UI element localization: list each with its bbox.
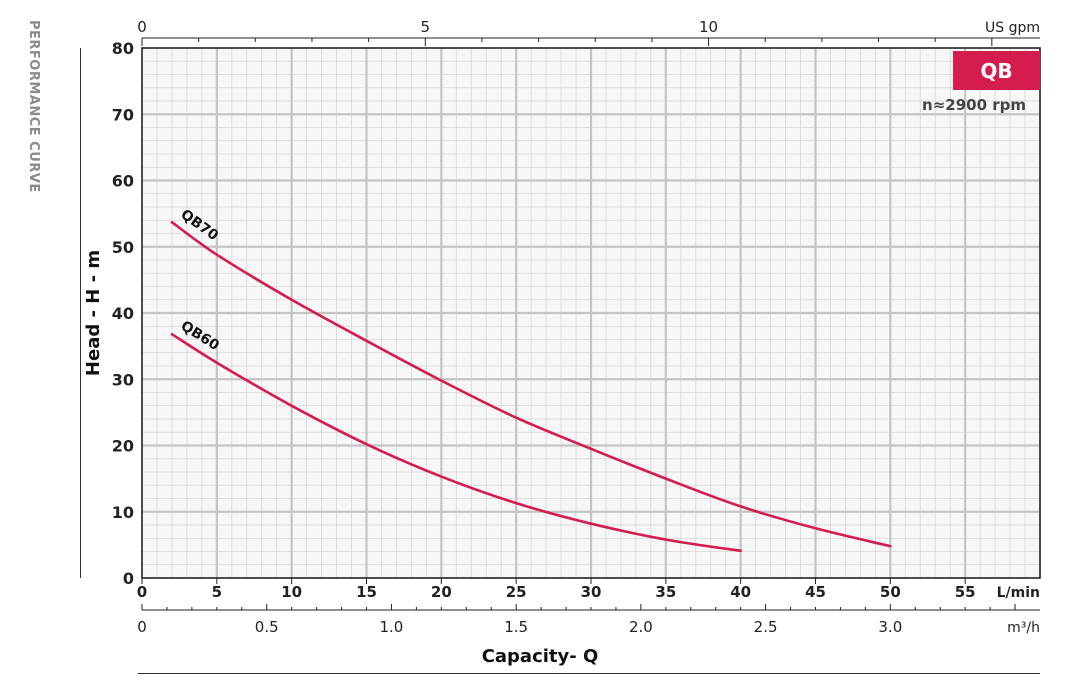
x-tick-label-lmin: 0 bbox=[137, 583, 147, 601]
y-tick-label: 30 bbox=[112, 370, 134, 389]
x-tick-label-lmin: 5 bbox=[212, 583, 222, 601]
y-tick-label: 60 bbox=[112, 172, 134, 191]
x-tick-label-lmin: 40 bbox=[730, 583, 751, 601]
y-tick-label: 80 bbox=[112, 39, 134, 58]
model-badge: QB bbox=[953, 51, 1040, 90]
y-tick-label: 40 bbox=[112, 304, 134, 323]
x-tick-label-m3h: 0.5 bbox=[255, 618, 279, 636]
y-tick-label: 70 bbox=[112, 105, 134, 124]
x-tick-label-lmin: 55 bbox=[955, 583, 976, 601]
x-tick-label-lmin: 45 bbox=[805, 583, 826, 601]
x-unit-m3h: m³/h bbox=[1007, 620, 1040, 636]
x-tick-label-m3h: 3.0 bbox=[878, 618, 902, 636]
x-tick-label-gpm: 5 bbox=[421, 18, 431, 36]
bottom-rule bbox=[138, 673, 1040, 674]
x-tick-label-gpm: 10 bbox=[699, 18, 718, 36]
badge-text: QB bbox=[980, 58, 1013, 83]
speed-label: n≈2900 rpm bbox=[922, 96, 1026, 114]
y-tick-label: 0 bbox=[123, 569, 134, 588]
x-tick-label-gpm: 0 bbox=[137, 18, 147, 36]
y-tick-label: 10 bbox=[112, 503, 134, 522]
y-tick-label: 20 bbox=[112, 437, 134, 456]
x-tick-label-lmin: 10 bbox=[281, 583, 302, 601]
x-unit-lmin: L/min bbox=[997, 585, 1040, 601]
x-tick-label-m3h: 0 bbox=[137, 618, 147, 636]
series-line-qb60 bbox=[170, 332, 742, 553]
x-tick-label-lmin: 35 bbox=[655, 583, 676, 601]
x-unit-gpm: US gpm bbox=[985, 20, 1040, 36]
y-tick-label: 50 bbox=[112, 238, 134, 257]
series-line-qb70 bbox=[170, 220, 892, 548]
x-tick-label-m3h: 1.0 bbox=[380, 618, 404, 636]
side-label: PERFORMANCE CURVE bbox=[26, 20, 41, 193]
x-tick-label-lmin: 30 bbox=[581, 583, 602, 601]
side-divider bbox=[80, 48, 81, 578]
x-tick-label-m3h: 2.0 bbox=[629, 618, 653, 636]
x-tick-label-m3h: 1.5 bbox=[504, 618, 528, 636]
x-tick-label-lmin: 15 bbox=[356, 583, 377, 601]
x-tick-label-lmin: 50 bbox=[880, 583, 901, 601]
x-tick-label-lmin: 25 bbox=[506, 583, 527, 601]
y-axis-title: Head - H - m bbox=[83, 250, 104, 376]
x-tick-label-lmin: 20 bbox=[431, 583, 452, 601]
x-axis-title: Capacity- Q bbox=[481, 646, 599, 667]
x-tick-label-m3h: 2.5 bbox=[754, 618, 778, 636]
